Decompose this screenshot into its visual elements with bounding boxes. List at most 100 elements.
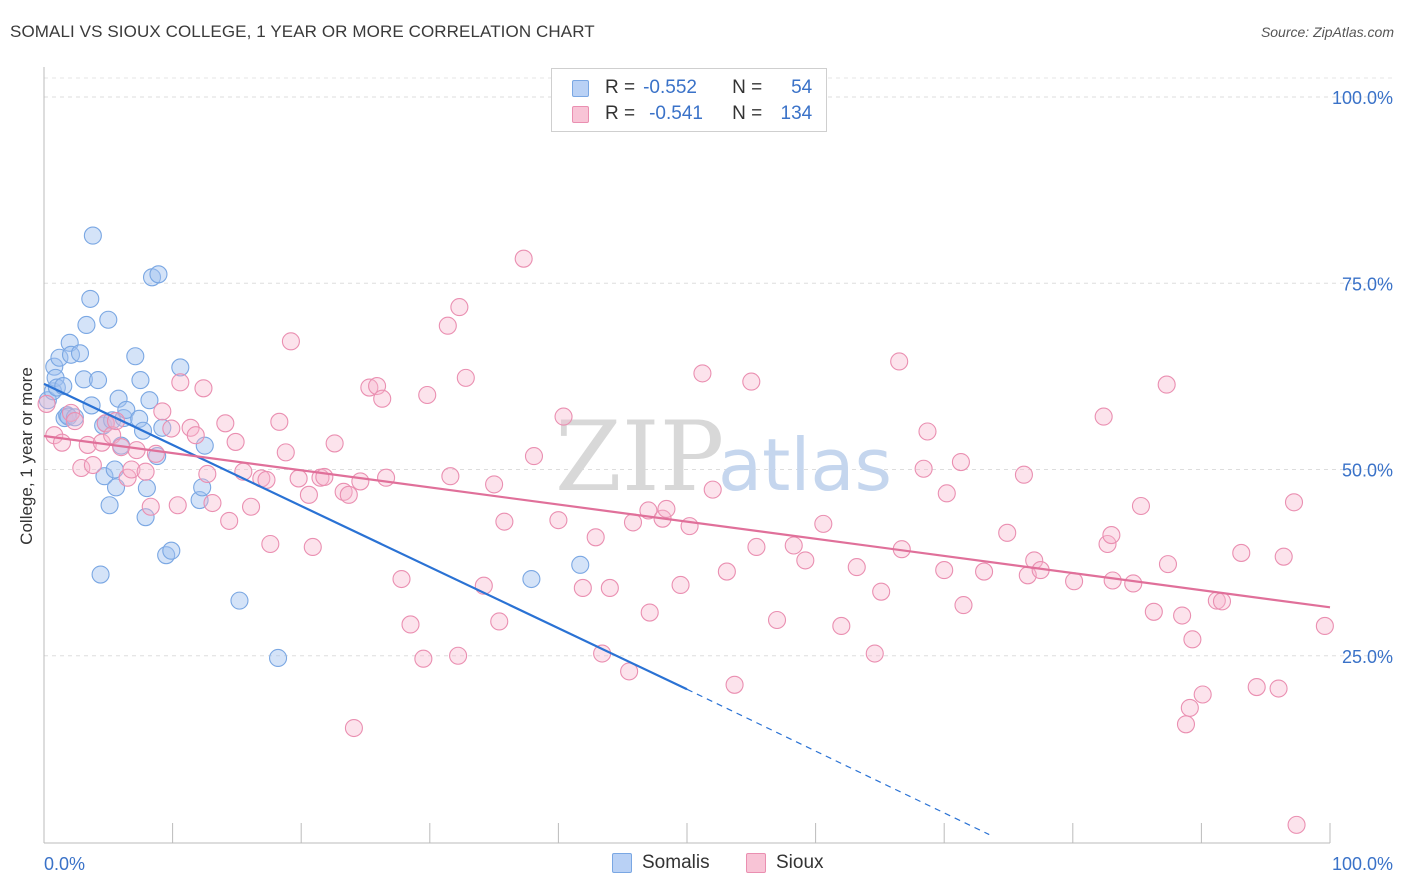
somalis-point bbox=[522, 569, 541, 589]
somalis-point bbox=[269, 648, 288, 668]
somalis-point bbox=[193, 478, 212, 497]
sioux-point bbox=[1232, 543, 1251, 562]
sioux-point bbox=[261, 534, 280, 554]
sioux-point bbox=[72, 458, 91, 478]
somalis-trend-line bbox=[43, 382, 688, 691]
sioux-point bbox=[998, 523, 1017, 542]
somalis-point bbox=[162, 541, 181, 560]
y-tick-label: 100.0% bbox=[1332, 88, 1393, 108]
somalis-point bbox=[74, 370, 93, 389]
sioux-point bbox=[495, 512, 514, 531]
sioux-point bbox=[586, 528, 605, 547]
sioux-point bbox=[865, 644, 884, 663]
sioux-point bbox=[1269, 679, 1288, 698]
sioux-point bbox=[1098, 534, 1117, 554]
sioux-point bbox=[1315, 616, 1334, 636]
sioux-point bbox=[377, 468, 396, 487]
sioux-point bbox=[194, 379, 213, 398]
sioux-point bbox=[832, 616, 851, 636]
somalis-point bbox=[83, 226, 102, 245]
somalis-point bbox=[136, 508, 155, 527]
somalis-point bbox=[70, 344, 90, 363]
somalis-point bbox=[130, 409, 149, 428]
watermark-atlas: atlas bbox=[718, 423, 892, 507]
correlation-legend: R = -0.552 N = 54 R = -0.541 N = 134 bbox=[551, 68, 827, 132]
somalis-point bbox=[50, 348, 69, 367]
sioux-point bbox=[1180, 698, 1199, 717]
legend-item-sioux[interactable]: Sioux bbox=[746, 852, 824, 874]
y-tick-label: 50.0% bbox=[1342, 461, 1393, 481]
sioux-point bbox=[524, 447, 544, 466]
trend-layer bbox=[43, 382, 1331, 836]
somalis-n-value: 54 bbox=[791, 77, 813, 98]
somalis-point bbox=[571, 555, 590, 574]
somalis-point bbox=[131, 371, 150, 390]
sioux-point bbox=[747, 537, 766, 557]
sioux-point bbox=[937, 484, 956, 503]
sioux-point bbox=[693, 364, 712, 383]
y-tick-label: 75.0% bbox=[1342, 274, 1393, 294]
somalis-legend-label: Somalis bbox=[642, 852, 710, 873]
sioux-point bbox=[315, 467, 334, 487]
sioux-point bbox=[847, 558, 866, 577]
legend-item-somalis[interactable]: Somalis bbox=[612, 852, 710, 874]
sioux-point bbox=[1287, 815, 1306, 834]
sioux-point bbox=[220, 511, 239, 530]
axis-layer: 25.0% 50.0% 75.0% 100.0% 0.0% 100.0% bbox=[43, 67, 1393, 874]
sioux-point bbox=[742, 372, 761, 391]
watermark: ZIP atlas bbox=[555, 401, 892, 513]
sioux-point bbox=[414, 649, 433, 668]
sioux-point bbox=[270, 412, 289, 431]
r-label: R = bbox=[605, 77, 636, 98]
somalis-point bbox=[230, 591, 249, 610]
sioux-r-value: -0.541 bbox=[649, 103, 703, 124]
sioux-legend-label: Sioux bbox=[776, 852, 824, 873]
sioux-point bbox=[703, 480, 722, 499]
sioux-point bbox=[1102, 526, 1121, 545]
sioux-point bbox=[168, 496, 187, 515]
sioux-point bbox=[639, 501, 658, 520]
sioux-point bbox=[485, 475, 504, 494]
sioux-point bbox=[814, 514, 833, 533]
sioux-point bbox=[122, 460, 141, 479]
somalis-point bbox=[149, 265, 168, 284]
sioux-point bbox=[600, 578, 619, 598]
somalis-point bbox=[91, 565, 110, 584]
sioux-point bbox=[1173, 606, 1192, 625]
sioux-point bbox=[514, 249, 533, 268]
points-layer bbox=[37, 226, 1334, 834]
sioux-point bbox=[573, 578, 592, 598]
y-tick-label: 25.0% bbox=[1342, 647, 1393, 667]
sioux-point bbox=[914, 459, 933, 478]
sioux-trend-line bbox=[43, 434, 1331, 609]
somalis-point bbox=[100, 496, 119, 515]
sioux-point bbox=[623, 513, 643, 532]
sioux-point bbox=[334, 482, 353, 501]
source-label: Source: ZipAtlas.com bbox=[1260, 24, 1394, 40]
somalis-point bbox=[195, 436, 214, 455]
sioux-point bbox=[1176, 715, 1196, 734]
sioux-point bbox=[784, 536, 803, 555]
sioux-point bbox=[441, 467, 460, 486]
sioux-point bbox=[449, 646, 468, 665]
series-legend: Somalis Sioux bbox=[0, 850, 1406, 878]
sioux-point bbox=[1065, 572, 1084, 591]
somalis-point bbox=[88, 371, 108, 390]
sioux-point bbox=[490, 612, 509, 631]
sioux-point bbox=[360, 378, 379, 397]
sioux-point bbox=[289, 469, 308, 488]
chart-title: SOMALI VS SIOUX COLLEGE, 1 YEAR OR MORE … bbox=[10, 22, 595, 41]
sioux-point bbox=[1212, 592, 1232, 611]
legend-row-sioux: R = -0.541 N = 134 bbox=[572, 102, 812, 126]
sioux-point bbox=[1158, 555, 1178, 574]
r-label: R = bbox=[605, 103, 636, 124]
sioux-point bbox=[136, 462, 155, 481]
sioux-point bbox=[890, 352, 909, 371]
n-label: N = bbox=[732, 77, 763, 98]
sioux-point bbox=[186, 426, 205, 445]
sioux-point bbox=[281, 332, 300, 351]
sioux-point bbox=[1274, 547, 1293, 566]
sioux-point bbox=[401, 615, 420, 634]
sioux-point bbox=[725, 675, 744, 694]
